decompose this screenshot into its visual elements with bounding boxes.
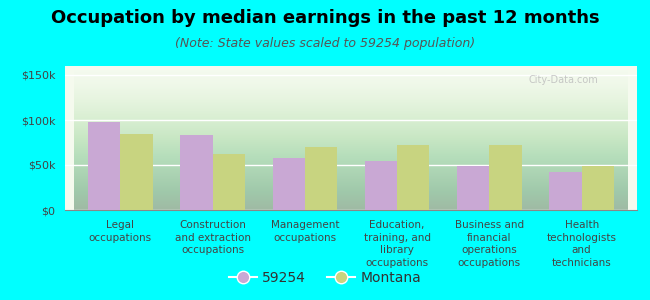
Bar — [365, 160, 397, 210]
Text: City-Data.com: City-Data.com — [528, 75, 598, 85]
Text: Occupation by median earnings in the past 12 months: Occupation by median earnings in the pas… — [51, 9, 599, 27]
Text: (Note: State values scaled to 59254 population): (Note: State values scaled to 59254 popu… — [175, 38, 475, 50]
Bar — [489, 145, 522, 210]
Bar — [120, 134, 153, 210]
Legend: 59254, Montana: 59254, Montana — [224, 265, 426, 290]
Bar — [88, 122, 120, 210]
Bar — [397, 145, 430, 210]
Bar — [582, 166, 614, 210]
Bar — [180, 135, 213, 210]
Bar — [305, 147, 337, 210]
Bar — [549, 172, 582, 210]
Bar — [213, 154, 245, 210]
Bar — [457, 166, 489, 210]
Bar — [272, 158, 305, 210]
